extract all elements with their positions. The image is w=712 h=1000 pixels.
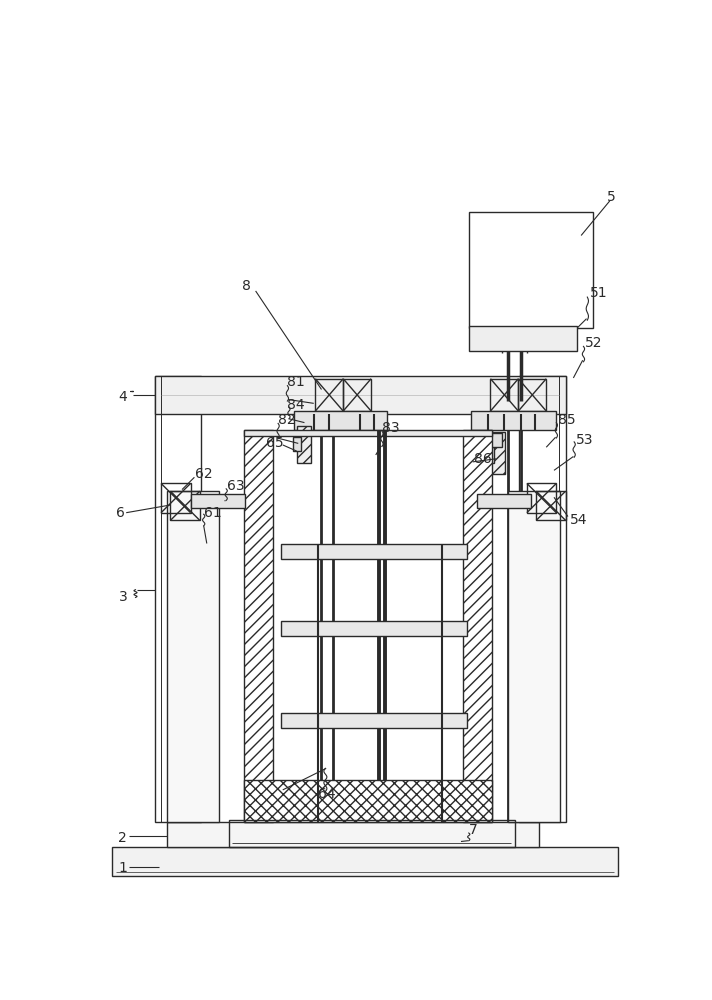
Bar [491, 432, 506, 474]
Bar [471, 411, 556, 430]
Bar [167, 822, 538, 847]
Text: 52: 52 [585, 336, 602, 350]
Text: 4: 4 [118, 390, 127, 404]
Text: 54: 54 [570, 513, 587, 527]
Bar [281, 620, 467, 636]
Bar [229, 820, 515, 847]
Bar [167, 491, 219, 822]
Text: 85: 85 [558, 413, 575, 427]
Bar [315, 379, 343, 411]
Bar [244, 780, 492, 822]
Bar [463, 430, 492, 822]
Text: 81: 81 [287, 375, 304, 389]
Bar [112, 847, 617, 876]
Bar [536, 491, 565, 520]
Text: 7: 7 [468, 823, 478, 837]
Text: 64: 64 [318, 787, 335, 801]
Text: 6: 6 [116, 506, 125, 520]
Bar [491, 379, 518, 411]
Bar [281, 713, 467, 728]
Text: 63: 63 [227, 479, 245, 493]
Text: 3: 3 [118, 590, 127, 604]
Bar [298, 426, 311, 463]
Text: 84: 84 [287, 398, 304, 412]
Text: 5: 5 [607, 190, 615, 204]
Text: 8: 8 [243, 279, 251, 293]
Bar [508, 491, 560, 822]
Text: 83: 83 [382, 421, 399, 435]
Bar [481, 433, 502, 447]
Bar [170, 491, 200, 520]
Bar [519, 376, 565, 822]
Text: 53: 53 [576, 433, 593, 447]
Text: 2: 2 [118, 831, 127, 845]
Bar [293, 437, 300, 451]
Bar [161, 483, 191, 513]
Text: 1: 1 [118, 861, 127, 875]
Text: 65: 65 [266, 436, 283, 450]
Bar [518, 379, 546, 411]
Text: 51: 51 [590, 286, 608, 300]
Text: 62: 62 [195, 467, 213, 481]
Bar [476, 494, 530, 508]
Bar [155, 376, 201, 822]
Bar [468, 326, 577, 351]
Bar [281, 544, 467, 559]
Text: 82: 82 [278, 413, 295, 427]
Bar [294, 411, 387, 430]
Bar [244, 430, 492, 436]
Text: 61: 61 [204, 506, 221, 520]
Bar [527, 483, 556, 513]
Bar [485, 447, 494, 463]
Text: 86: 86 [474, 452, 492, 466]
Bar [155, 376, 565, 414]
Bar [468, 212, 593, 328]
Bar [244, 430, 273, 822]
Bar [191, 494, 245, 508]
Bar [343, 379, 371, 411]
